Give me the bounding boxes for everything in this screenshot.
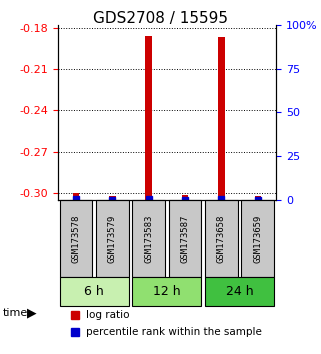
Text: GSM173659: GSM173659 (253, 214, 262, 263)
Text: GSM173658: GSM173658 (217, 214, 226, 263)
Text: 24 h: 24 h (226, 285, 254, 298)
FancyBboxPatch shape (132, 200, 165, 277)
FancyBboxPatch shape (205, 278, 274, 306)
Text: GSM173583: GSM173583 (144, 214, 153, 263)
Bar (145, 36, 152, 200)
Text: percentile rank within the sample: percentile rank within the sample (86, 327, 262, 337)
FancyBboxPatch shape (205, 200, 238, 277)
Bar (109, 196, 116, 200)
Text: GDS2708 / 15595: GDS2708 / 15595 (93, 11, 228, 25)
FancyBboxPatch shape (241, 200, 274, 277)
Text: 12 h: 12 h (153, 285, 181, 298)
Bar (218, 37, 225, 200)
FancyBboxPatch shape (169, 200, 202, 277)
Text: GSM173579: GSM173579 (108, 214, 117, 263)
FancyBboxPatch shape (132, 278, 202, 306)
Text: log ratio: log ratio (86, 310, 130, 320)
Text: ▶: ▶ (27, 307, 37, 320)
FancyBboxPatch shape (60, 278, 129, 306)
FancyBboxPatch shape (96, 200, 129, 277)
Text: 6 h: 6 h (84, 285, 104, 298)
Text: GSM173587: GSM173587 (181, 214, 190, 263)
Text: GSM173578: GSM173578 (72, 214, 81, 263)
Text: time: time (3, 308, 29, 318)
Bar (73, 193, 79, 200)
FancyBboxPatch shape (60, 200, 92, 277)
Bar (255, 196, 261, 200)
Bar (182, 195, 188, 200)
